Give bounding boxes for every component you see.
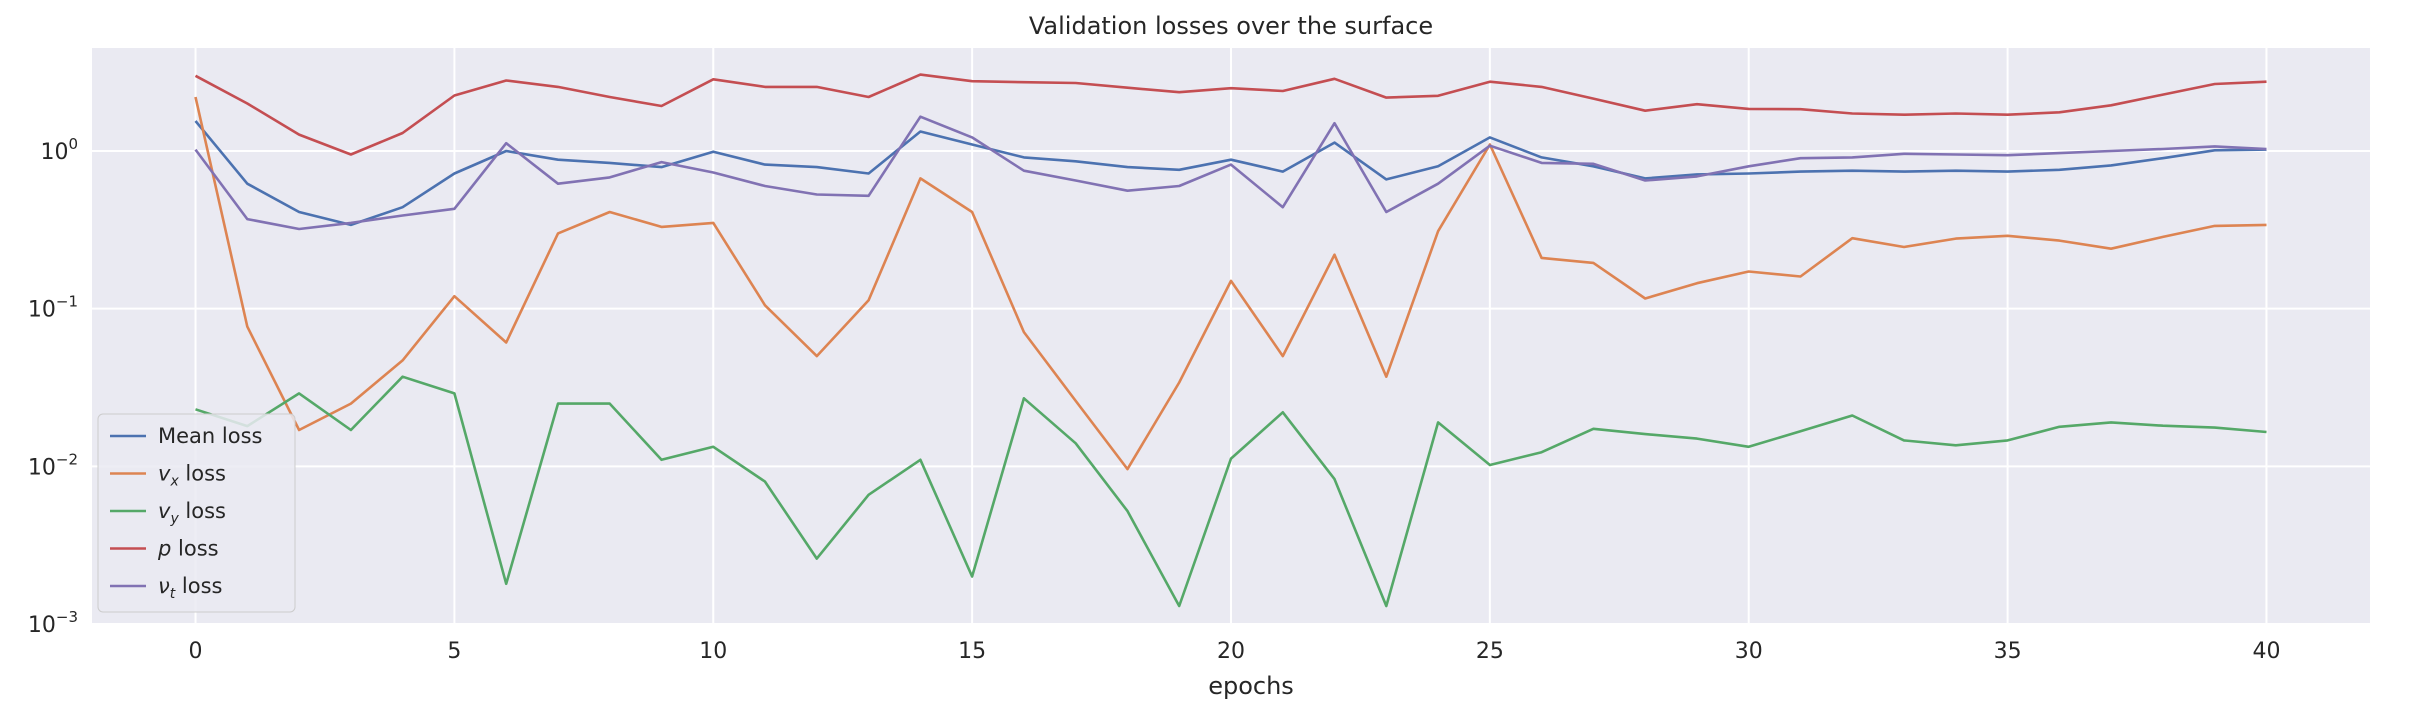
y-tick-label: 10−2 [28, 450, 78, 480]
x-tick-label: 35 [1994, 639, 2022, 664]
series-line-1 [194, 96, 2267, 471]
chart-title: Validation losses over the surface [1029, 12, 1433, 40]
legend-label: νt loss [158, 574, 222, 602]
x-tick-label: 25 [1476, 639, 1504, 664]
y-tick-labels: 10−3 10−2 10−1 100 [28, 135, 78, 638]
x-tick-label: 30 [1735, 639, 1763, 664]
x-tick-label: 40 [2252, 639, 2280, 664]
series-line-4 [194, 115, 2267, 231]
legend-label: Mean loss [158, 424, 262, 448]
legend-box [97, 413, 296, 613]
legend: Mean loss vx loss vy loss p loss νt loss [97, 413, 296, 613]
x-tick-label: 10 [699, 639, 727, 664]
x-tick-label: 20 [1217, 639, 1245, 664]
series-line-2 [195, 375, 2267, 608]
series-lines [194, 73, 2267, 608]
legend-label: vx loss [158, 462, 226, 490]
x-axis-label: epochs [1208, 672, 1294, 700]
series-line-0 [194, 120, 2267, 227]
series-line-3 [194, 73, 2267, 156]
x-tick-label: 0 [189, 639, 203, 664]
x-tick-labels: 0 5 10 15 20 25 30 35 40 [189, 639, 2281, 664]
y-tick-label: 10−3 [28, 608, 78, 638]
y-tick-label: 100 [40, 135, 78, 165]
legend-label: p loss [157, 537, 219, 561]
x-tick-label: 5 [447, 639, 461, 664]
x-tick-label: 15 [958, 639, 986, 664]
y-tick-label: 10−1 [28, 293, 78, 323]
grid [92, 48, 2370, 625]
legend-label: vy loss [158, 499, 226, 527]
